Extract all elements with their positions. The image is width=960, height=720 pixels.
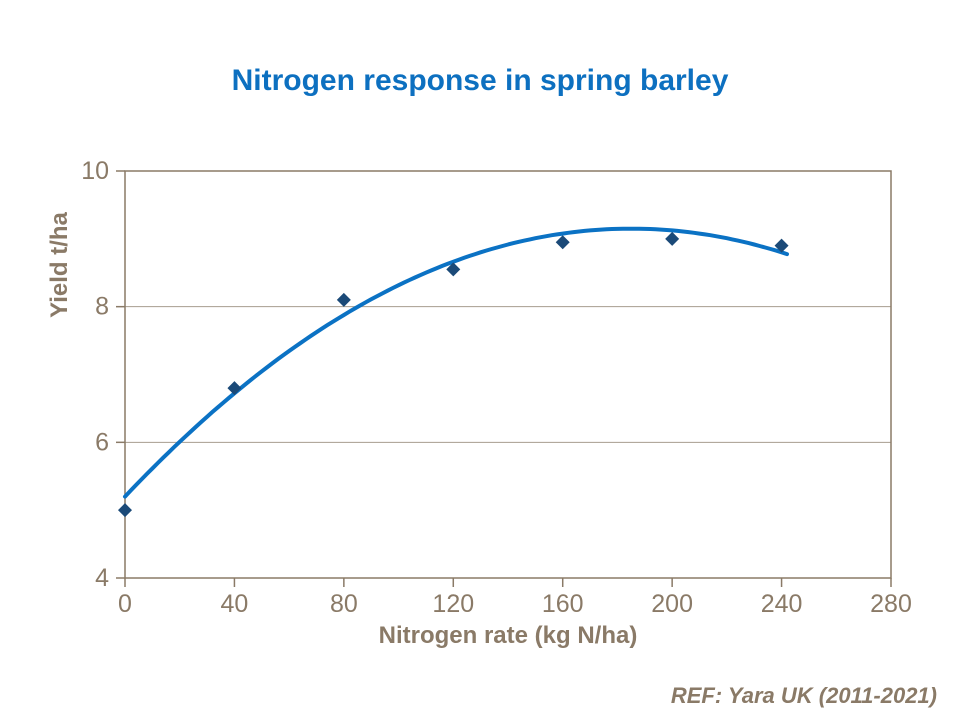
x-tick-label: 80 xyxy=(330,590,358,618)
x-tick-label: 40 xyxy=(221,590,249,618)
plot-frame xyxy=(124,170,892,579)
reference-text: REF: Yara UK (2011-2021) xyxy=(670,683,937,708)
data-point xyxy=(665,231,680,246)
y-tick-label: 8 xyxy=(95,293,109,321)
chart-title: Nitrogen response in spring barley xyxy=(231,64,729,97)
data-point xyxy=(446,262,461,277)
x-tick-label: 160 xyxy=(542,590,584,618)
data-point xyxy=(118,503,132,518)
x-tick-label: 120 xyxy=(432,590,474,618)
x-axis-title: Nitrogen rate (kg N/ha) xyxy=(378,622,638,649)
y-tick-label: 10 xyxy=(81,157,109,185)
data-point xyxy=(336,292,351,307)
y-tick-label: 4 xyxy=(95,564,109,592)
x-tick-label: 0 xyxy=(118,590,132,618)
x-tick-label: 240 xyxy=(761,590,803,618)
data-point xyxy=(774,238,789,253)
x-tick-label: 200 xyxy=(651,590,693,618)
x-tick-label: 280 xyxy=(870,590,912,618)
data-point xyxy=(227,381,242,396)
data-point xyxy=(555,235,570,250)
y-tick-label: 6 xyxy=(95,428,109,456)
